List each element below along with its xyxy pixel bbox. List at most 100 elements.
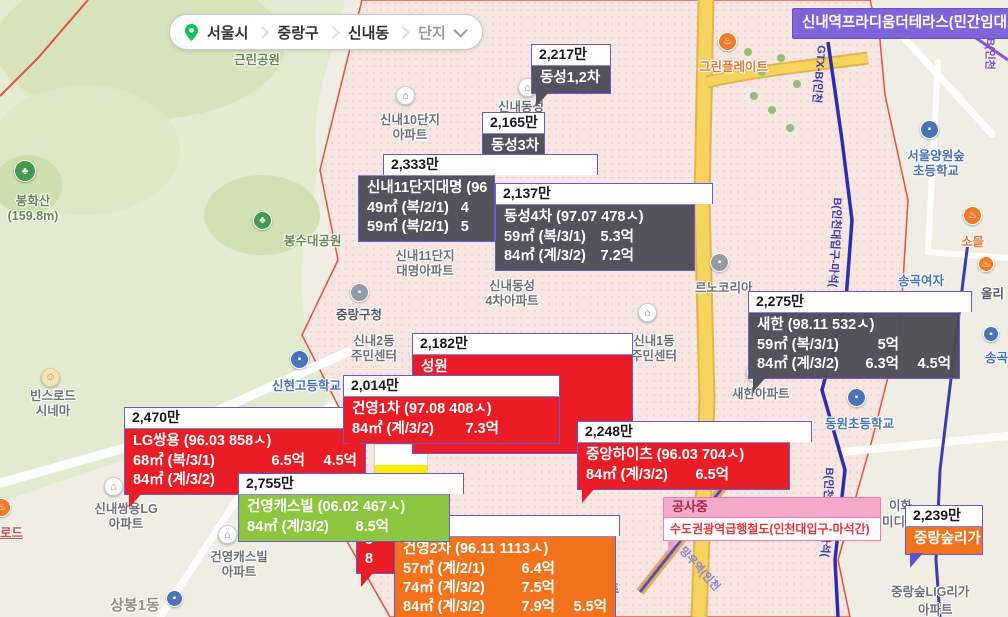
secondary-price-value: 4.5억	[917, 356, 952, 372]
public-marker[interactable]: ▪	[710, 253, 729, 272]
school-icon: ▪	[854, 392, 859, 403]
school-marker[interactable]: ▪	[847, 388, 866, 407]
park-marker[interactable]: ♣	[253, 211, 272, 230]
callout-price: 2,217만	[539, 46, 587, 62]
callout-name: LG쌍용 (96.03 858ㅅ)	[133, 433, 272, 449]
unit-size-label: 84㎡ (계/3/2)	[352, 421, 434, 437]
secondary-price-value	[634, 247, 686, 266]
unit-size-label: 84㎡ (계/3/2)	[133, 472, 215, 488]
map-label: 서울양원숲 초등학교	[907, 149, 965, 178]
callout-price: 2,333만	[391, 156, 439, 172]
public-icon: ▪	[357, 287, 362, 298]
price-callout-gunyoung-2cha[interactable]: 건영2차 (96.11 1113ㅅ) 57㎡ (계/2/1) 6.4억 74㎡ (계/…	[394, 515, 620, 617]
park-icon: ♣	[21, 165, 29, 177]
secondary-price-value: 4.5억	[323, 453, 358, 469]
banner-callout-sinnae-station[interactable]: 신내역프라디움더테라스(민간임대,주상	[792, 8, 1008, 39]
callout-pointer	[668, 540, 680, 553]
apt-icon: ⌂	[644, 306, 651, 319]
region-breadcrumb[interactable]: 서울시 중랑구 신내동 단지	[169, 14, 483, 50]
map-label: 아파트	[918, 603, 953, 617]
callout-name: 건영1차 (97.08 408ㅅ)	[352, 401, 492, 417]
callout-row: 59㎡ (복/3/1) 5.3억	[504, 228, 686, 247]
callout-row: 57㎡ (계/2/1) 6.4억	[403, 560, 607, 579]
construction-title: 수도권광역급행철도(인천대입구-마석간)	[670, 522, 870, 536]
price-callout-jungnang-forest-liga[interactable]: 2,239만 중랑숲리가	[905, 505, 983, 568]
map-label: 소믈	[961, 235, 985, 249]
school-marker[interactable]: ▪	[290, 350, 309, 369]
apt-marker[interactable]: ⌂	[218, 525, 237, 544]
breadcrumb-dong[interactable]: 신내동	[347, 24, 390, 42]
price-value: 6.5억	[271, 453, 306, 469]
callout-price: 2,165만	[490, 114, 538, 130]
school-marker[interactable]: ▪	[983, 326, 999, 342]
callout-row: 59㎡ (복/3/1) 5억	[757, 336, 951, 355]
secondary-price-value	[729, 466, 781, 485]
park-marker[interactable]: ♣	[14, 160, 36, 182]
price-value: 7.3억	[465, 421, 500, 437]
map-label: 건영캐스빌 아파트	[210, 550, 268, 579]
callout-pointer	[361, 572, 374, 587]
breadcrumb-city[interactable]: 서울시	[207, 24, 249, 42]
price-callout-joongang-heights[interactable]: 2,248만 중앙하이츠 (96.03 704ㅅ) 84㎡ (계/3/2) 6.5억	[577, 421, 812, 503]
food-marker[interactable]: ♨	[718, 32, 737, 51]
banner-title: 신내역프라디움더테라스(민간임대,주상	[802, 15, 1008, 31]
unit-size-label: 84㎡ (계/3/2)	[504, 248, 586, 264]
callout-price: 2,182만	[420, 335, 468, 351]
secondary-price-value	[899, 336, 951, 355]
price-callout-sinnae11-daemyung[interactable]: 2,333만 신내11단지대명 (96 49㎡ (복/2/1) 4 59㎡ (복/2/1…	[358, 154, 598, 242]
smile-icon: ☺	[45, 372, 56, 383]
price-value: 4	[460, 200, 469, 216]
public-marker[interactable]: ▪	[350, 283, 369, 302]
construction-badge: 공사중	[672, 499, 708, 514]
callout-row: 84㎡ (계/3/2) 8.5억	[247, 518, 441, 537]
chevron-down-icon[interactable]	[453, 23, 468, 38]
school-icon: ▪	[989, 328, 993, 340]
unit-size-label: 8	[365, 551, 374, 567]
map-label: 중랑구청	[336, 308, 383, 322]
callout-pointer	[753, 377, 766, 392]
price-value: 5억	[877, 337, 899, 353]
park-icon: ♣	[259, 215, 266, 226]
unit-size-label: 84㎡ (계/3/2)	[403, 599, 485, 615]
callout-name: 건영2차 (96.11 1113ㅅ)	[403, 541, 549, 557]
price-callout-gunyoung-casvill[interactable]: 2,755만 건영캐스빌 (06.02 467ㅅ) 84㎡ (계/3/2) 8.5억	[238, 473, 464, 542]
map-label: 봉화산 (159.8m)	[7, 194, 59, 223]
apt-marker[interactable]: ⌂	[638, 303, 657, 322]
price-callout-dongsung-12cha[interactable]: 2,217만 동성1,2차	[531, 44, 611, 107]
school-marker[interactable]: ▪	[920, 120, 939, 139]
school-icon: ▪	[297, 354, 302, 365]
school-icon: ▪	[927, 124, 932, 135]
map-label: 빈스로드 시네마	[29, 389, 76, 418]
price-callout-saehan[interactable]: 2,275만 새한 (98.11 532ㅅ) 59㎡ (복/3/1) 5억 84㎡ (계…	[748, 291, 972, 392]
callout-pointer	[536, 92, 549, 107]
construction-callout[interactable]: 공사중 수도권광역급행철도(인천대입구-마석간)	[663, 497, 881, 553]
map-label: 새한아파트	[732, 387, 790, 401]
price-value: 7.5억	[521, 580, 556, 596]
callout-price: 2,470만	[132, 409, 180, 425]
food-icon: ♨	[723, 36, 732, 47]
callout-pointer	[910, 553, 923, 568]
apt-marker[interactable]: ⌂	[396, 86, 415, 105]
unit-size-label: 49㎡ (복/2/1)	[367, 200, 449, 216]
callout-name: 중랑숲리가	[914, 531, 981, 547]
unit-size-label: 68㎡ (복/3/1)	[133, 453, 215, 469]
smile-marker[interactable]: ☺	[41, 368, 60, 387]
breadcrumb-district[interactable]: 중랑구	[277, 24, 319, 42]
map-label: 상봉1동	[110, 597, 160, 614]
food-marker[interactable]: ♨	[963, 206, 982, 225]
food-marker[interactable]: ♨	[978, 256, 994, 272]
school-marker[interactable]: ▪	[166, 590, 183, 607]
callout-row: 74㎡ (계/3/2) 7.5억	[403, 579, 607, 598]
map-label: 신내10단지 아파트	[380, 113, 440, 142]
apt-marker[interactable]: ⌂	[104, 477, 123, 496]
price-callout-dongsung-4cha[interactable]: 2,137만 동성4차 (97.07 478ㅅ) 59㎡ (복/3/1) 5.3억 84…	[495, 183, 713, 271]
map-label: 신현고등학교	[272, 379, 342, 393]
callout-price: 2,014만	[351, 377, 399, 393]
trees	[744, 48, 801, 132]
callout-pointer	[582, 488, 595, 503]
map-label: 신내2동 주민센터	[350, 334, 397, 363]
callout-row: 68㎡ (복/3/1) 6.5억 4.5억	[133, 452, 357, 471]
breadcrumb-level-select[interactable]: 단지	[418, 24, 446, 42]
